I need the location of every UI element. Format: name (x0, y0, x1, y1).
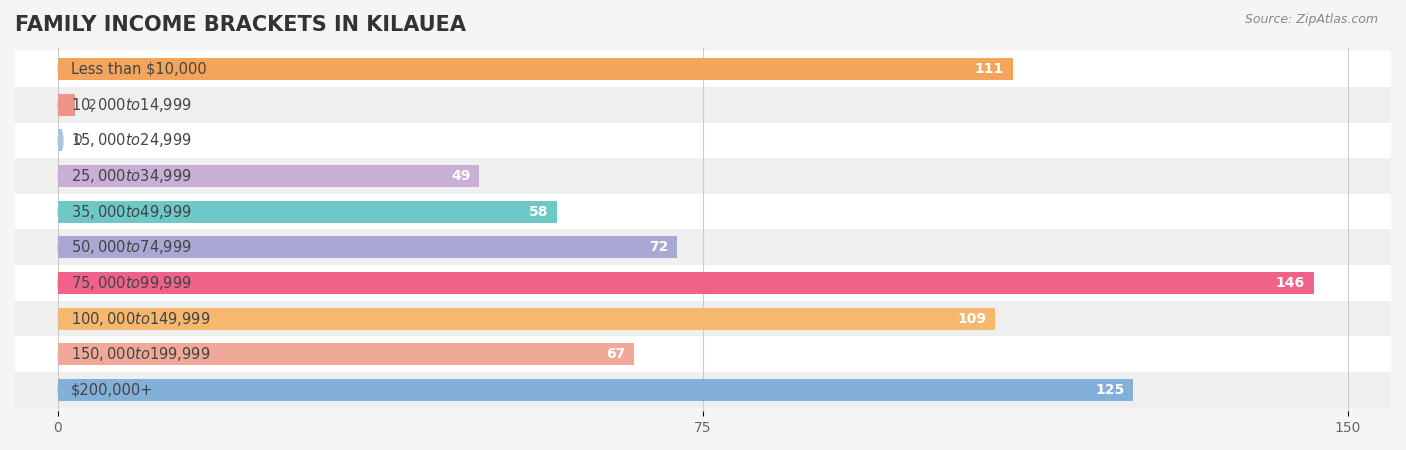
Bar (15, 87, 1391, 122)
Text: 109: 109 (957, 311, 987, 326)
Text: $35,000 to $49,999: $35,000 to $49,999 (70, 202, 191, 220)
Text: $100,000 to $149,999: $100,000 to $149,999 (70, 310, 211, 328)
Circle shape (58, 166, 63, 185)
Text: $200,000+: $200,000+ (70, 382, 153, 397)
Bar (58, 165, 479, 187)
Text: 67: 67 (606, 347, 626, 361)
Bar (15, 51, 1391, 87)
Text: 111: 111 (974, 62, 1004, 76)
Bar (58, 272, 1313, 294)
Circle shape (58, 309, 63, 328)
Text: $50,000 to $74,999: $50,000 to $74,999 (70, 238, 191, 256)
Bar (15, 158, 1391, 194)
Text: $10,000 to $14,999: $10,000 to $14,999 (70, 96, 191, 114)
Bar (58, 379, 1133, 401)
Circle shape (58, 238, 63, 257)
Bar (15, 265, 1391, 301)
Circle shape (58, 59, 63, 79)
Bar (58, 307, 995, 330)
Bar (58, 94, 75, 116)
Circle shape (58, 273, 63, 292)
Text: $15,000 to $24,999: $15,000 to $24,999 (70, 131, 191, 149)
Circle shape (58, 345, 63, 364)
Bar (15, 122, 1391, 158)
Bar (15, 301, 1391, 337)
Text: 58: 58 (529, 205, 548, 219)
Bar (58, 236, 678, 258)
Text: 49: 49 (451, 169, 471, 183)
Circle shape (58, 380, 63, 400)
Circle shape (58, 202, 63, 221)
Text: Source: ZipAtlas.com: Source: ZipAtlas.com (1244, 14, 1378, 27)
Text: 125: 125 (1095, 383, 1125, 397)
Text: 72: 72 (650, 240, 669, 254)
Bar (15, 337, 1391, 372)
Bar (58, 58, 1012, 80)
Bar (58, 343, 634, 365)
Text: $25,000 to $34,999: $25,000 to $34,999 (70, 167, 191, 185)
Circle shape (58, 95, 63, 114)
Bar (15, 230, 1391, 265)
Text: Less than $10,000: Less than $10,000 (70, 62, 207, 76)
Text: 0: 0 (73, 133, 82, 147)
Bar (15, 194, 1391, 230)
Text: 146: 146 (1275, 276, 1305, 290)
Text: 2: 2 (89, 98, 97, 112)
Circle shape (58, 131, 63, 150)
Text: FAMILY INCOME BRACKETS IN KILAUEA: FAMILY INCOME BRACKETS IN KILAUEA (15, 15, 465, 35)
Bar (58, 129, 62, 151)
Bar (58, 201, 557, 223)
Text: $75,000 to $99,999: $75,000 to $99,999 (70, 274, 191, 292)
Text: $150,000 to $199,999: $150,000 to $199,999 (70, 345, 211, 363)
Bar (15, 372, 1391, 408)
